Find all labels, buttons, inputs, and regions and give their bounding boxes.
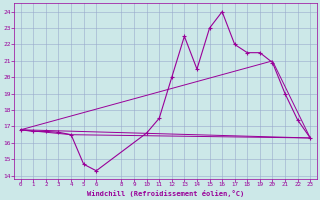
X-axis label: Windchill (Refroidissement éolien,°C): Windchill (Refroidissement éolien,°C) [87,190,244,197]
